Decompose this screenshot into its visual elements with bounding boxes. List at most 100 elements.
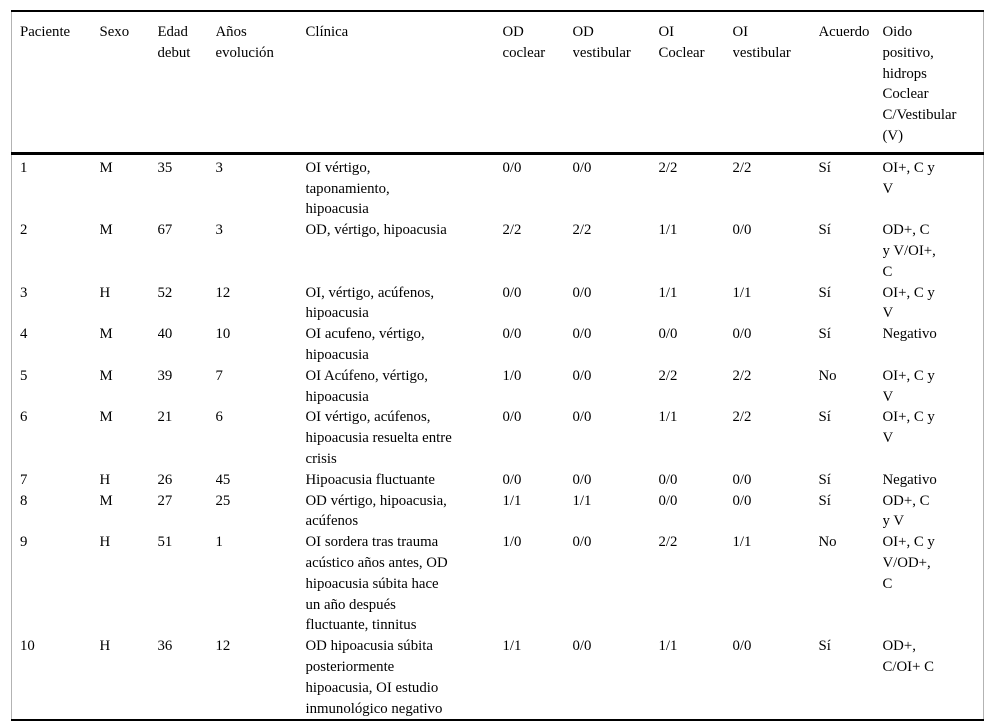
cell-oi_coclear: 2/2 (658, 159, 678, 176)
patients-table-container: Paciente Sexo Edad debut Años evolución … (11, 10, 984, 721)
col-header-oi-vestibular: OI vestibular (732, 11, 819, 155)
cell-oi_vestibular: 2/2 (732, 409, 752, 426)
cell-acuerdo: No (818, 367, 837, 384)
cell-sexo: M (99, 367, 113, 384)
cell-oi_vestibular: 0/0 (732, 222, 752, 239)
cell-acuerdo: Sí (818, 492, 831, 509)
cell-oi_vestibular: 0/0 (732, 326, 752, 343)
table-row: 1 M 35 3 OI vértigo, taponamiento, hipoacusi… (12, 153, 984, 220)
col-header-od-coclear: OD coclear (502, 11, 573, 155)
cell-acuerdo: Sí (818, 326, 831, 343)
cell-oido_positivo: OI+, C y V (882, 367, 935, 405)
col-header-od-vestibular: OD vestibular (572, 11, 659, 155)
cell-oi_vestibular: 0/0 (732, 638, 752, 655)
cell-paciente: 10 (20, 638, 35, 655)
cell-oido_positivo: OI+, C y V/OD+, C (882, 534, 935, 592)
patients-table: Paciente Sexo Edad debut Años evolución … (11, 10, 984, 721)
cell-paciente: 6 (20, 409, 28, 426)
cell-edad_debut: 21 (157, 409, 173, 426)
cell-oido_positivo: Negativo (882, 471, 937, 488)
cell-od_coclear: 0/0 (502, 409, 522, 426)
cell-od_vestibular: 0/0 (572, 638, 592, 655)
cell-clinica: OI sordera tras trauma acústico años ant… (305, 534, 448, 634)
cell-acuerdo: Sí (818, 638, 831, 655)
cell-acuerdo: No (818, 534, 837, 551)
cell-od_coclear: 0/0 (502, 284, 522, 301)
cell-edad_debut: 67 (157, 222, 173, 239)
header-row: Paciente Sexo Edad debut Años evolución … (11, 11, 984, 155)
table-row: 3 H 52 12 OI, vértigo, acúfenos, hipoacusia 0… (12, 283, 984, 325)
cell-acuerdo: Sí (818, 159, 831, 176)
col-header-oi-coclear: OI Coclear (658, 11, 733, 155)
cell-od_coclear: 0/0 (502, 326, 522, 343)
cell-edad_debut: 39 (157, 367, 173, 384)
cell-oi_vestibular: 1/1 (732, 534, 752, 551)
cell-oi_coclear: 0/0 (658, 492, 678, 509)
cell-clinica: OI vértigo, taponamiento, hipoacusia (305, 159, 390, 218)
cell-clinica: OI acufeno, vértigo, hipoacusia (305, 326, 425, 363)
cell-anos_evolucion: 12 (215, 284, 231, 301)
cell-anos_evolucion: 6 (215, 409, 223, 426)
cell-sexo: H (99, 471, 111, 488)
cell-oi_vestibular: 2/2 (732, 367, 752, 384)
cell-od_coclear: 1/0 (502, 367, 522, 384)
cell-oi_vestibular: 0/0 (732, 471, 752, 488)
cell-acuerdo: Sí (818, 284, 831, 301)
cell-sexo: H (99, 638, 111, 655)
cell-oido_positivo: OD+, C y V/OI+, C (882, 222, 936, 280)
cell-clinica: Hipoacusia fluctuante (305, 471, 435, 488)
col-header-anos-evolucion: Años evolución (215, 11, 306, 155)
cell-oido_positivo: OI+, C y V (882, 284, 935, 322)
cell-od_vestibular: 2/2 (572, 222, 592, 239)
cell-paciente: 4 (20, 326, 28, 343)
cell-anos_evolucion: 1 (215, 534, 223, 551)
table-row: 4 M 40 10 OI acufeno, vértigo, hipoacusia 0/0… (12, 324, 984, 366)
cell-anos_evolucion: 25 (215, 492, 231, 509)
cell-od_vestibular: 0/0 (572, 409, 592, 426)
cell-od_coclear: 0/0 (502, 471, 522, 488)
table-row: 7 H 26 45 Hipoacusia fluctuante 0/0 0/0 0/0 0/0 S… (12, 470, 984, 491)
cell-od_vestibular: 0/0 (572, 159, 592, 176)
cell-anos_evolucion: 3 (215, 159, 223, 176)
cell-sexo: M (99, 409, 113, 426)
table-row: 8 M 27 25 OD vértigo, hipoacusia, acúfenos 1/… (12, 491, 984, 533)
cell-acuerdo: Sí (818, 409, 831, 426)
col-header-clinica: Clínica (305, 11, 503, 155)
cell-acuerdo: Sí (818, 222, 831, 239)
col-header-acuerdo: Acuerdo (818, 11, 883, 155)
cell-clinica: OD hipoacusia súbita posteriormente hipo… (305, 638, 443, 717)
cell-od_vestibular: 0/0 (572, 326, 592, 343)
cell-edad_debut: 52 (157, 284, 173, 301)
cell-oido_positivo: OD+, C/OI+ C (882, 638, 935, 675)
cell-edad_debut: 27 (157, 492, 173, 509)
col-header-paciente: Paciente (11, 11, 100, 155)
table-row: 6 M 21 6 OI vértigo, acúfenos, hipoacusia re… (12, 407, 984, 469)
cell-od_coclear: 1/1 (502, 492, 522, 509)
cell-oido_positivo: OI+, C y V (882, 409, 935, 447)
cell-oi_coclear: 1/1 (658, 638, 678, 655)
table-row: 9 H 51 1 OI sordera tras trauma acústico año… (12, 532, 984, 636)
cell-oi_coclear: 1/1 (658, 284, 678, 301)
cell-od_vestibular: 0/0 (572, 471, 592, 488)
cell-oido_positivo: Negativo (882, 326, 937, 343)
cell-anos_evolucion: 7 (215, 367, 223, 384)
cell-oi_coclear: 1/1 (658, 222, 678, 239)
cell-sexo: H (99, 284, 111, 301)
table-row: 10 H 36 12 OD hipoacusia súbita posteriormen… (12, 636, 984, 720)
cell-edad_debut: 35 (157, 159, 173, 176)
cell-sexo: M (99, 222, 113, 239)
cell-oi_vestibular: 1/1 (732, 284, 752, 301)
cell-sexo: M (99, 326, 113, 343)
cell-acuerdo: Sí (818, 471, 831, 488)
cell-edad_debut: 26 (157, 471, 173, 488)
table-row: 2 M 67 3 OD, vértigo, hipoacusia 2/2 2/2 1/1 0/0… (12, 220, 984, 282)
cell-oido_positivo: OI+, C y V (882, 159, 935, 197)
cell-paciente: 3 (20, 284, 28, 301)
col-header-edad-debut: Edad debut (157, 11, 216, 155)
cell-edad_debut: 40 (157, 326, 173, 343)
cell-edad_debut: 36 (157, 638, 173, 655)
cell-paciente: 5 (20, 367, 28, 384)
cell-oi_coclear: 2/2 (658, 367, 678, 384)
cell-paciente: 7 (20, 471, 28, 488)
cell-od_coclear: 0/0 (502, 159, 522, 176)
